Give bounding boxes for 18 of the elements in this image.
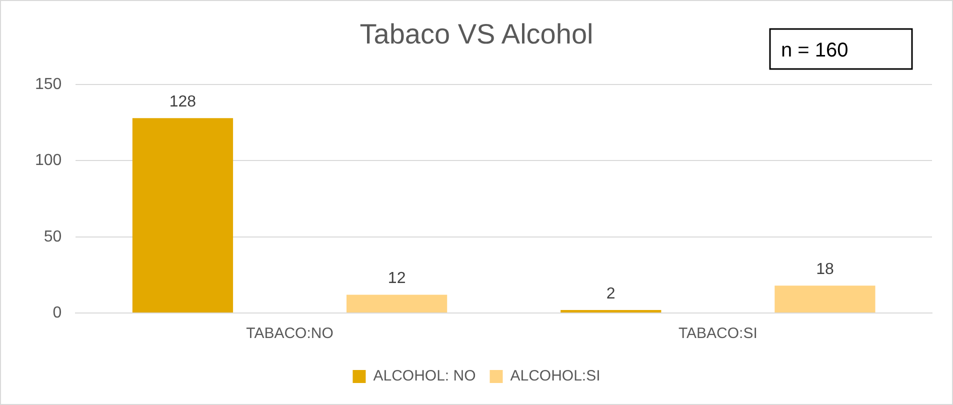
text: n = 160: [781, 40, 848, 62]
data-label: 2: [606, 285, 616, 302]
y-tick-label: 150: [34, 76, 62, 94]
x-tick-label: TABACO:SI: [678, 325, 758, 342]
bar: [132, 118, 234, 312]
data-label: 128: [169, 94, 196, 111]
chart-title: Tabaco VS Alcohol: [360, 18, 594, 50]
y-tick-label: 50: [44, 228, 62, 246]
bar: [774, 286, 876, 312]
bar: [346, 294, 448, 312]
data-label: 18: [816, 261, 834, 278]
legend-label: ALCOHOL: NO: [373, 368, 476, 385]
y-tick-label: 100: [34, 152, 62, 170]
x-tick-label: TABACO:NO: [246, 325, 334, 342]
bar: [560, 310, 662, 312]
data-label: 12: [388, 270, 406, 288]
y-tick-label: 0: [52, 304, 62, 322]
legend-label: ALCOHOL:SI: [510, 368, 600, 385]
